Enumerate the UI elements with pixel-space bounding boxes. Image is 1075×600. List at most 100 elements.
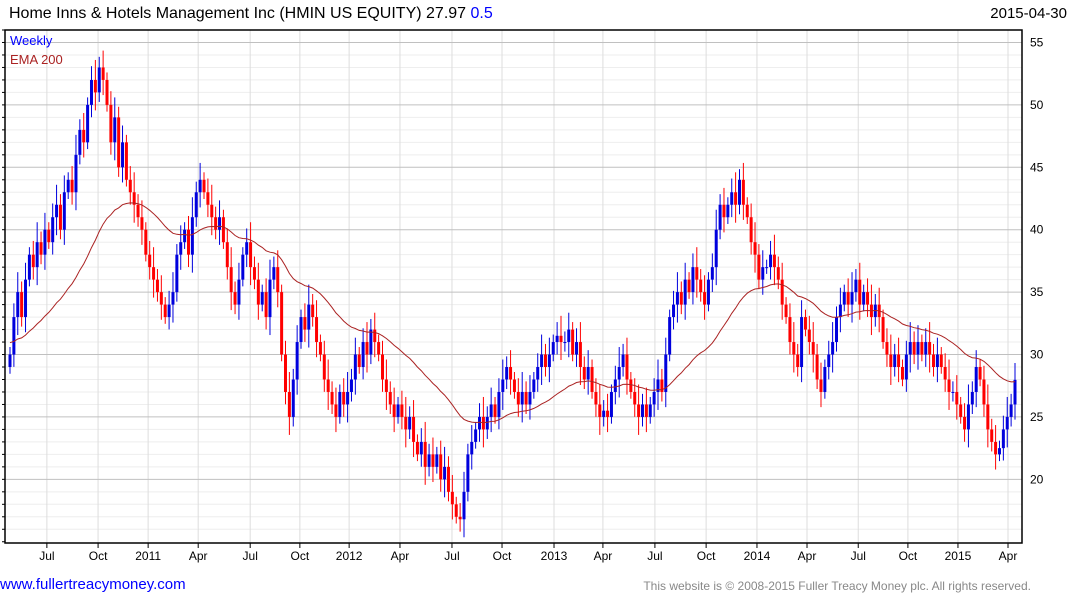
candle-down	[124, 142, 128, 180]
candle-up	[555, 335, 559, 343]
candle-down	[943, 367, 947, 380]
candle-down	[807, 329, 811, 343]
candle-up	[97, 67, 101, 93]
candle-up	[218, 217, 222, 230]
candle-down	[963, 416, 967, 430]
candle-up	[299, 317, 303, 343]
legend-ema: EMA 200	[10, 52, 63, 67]
candle-down	[20, 292, 24, 318]
candle-up	[12, 317, 16, 355]
candle-down	[543, 354, 547, 368]
candle-up	[854, 279, 858, 293]
candle-up	[466, 454, 470, 492]
website-link[interactable]: www.fullertreacymoney.com	[0, 576, 186, 593]
candle-down	[644, 404, 648, 417]
candle-down	[163, 304, 167, 318]
candle-down	[322, 354, 326, 380]
candle-up	[893, 354, 897, 368]
candle-down	[136, 204, 140, 218]
candle-up	[672, 304, 676, 318]
candle-down	[318, 342, 322, 355]
candle-up	[540, 354, 544, 368]
candle-up	[567, 329, 571, 343]
candle-up	[175, 254, 179, 293]
y-tick-label: 55	[1030, 35, 1044, 49]
candle-down	[454, 504, 458, 517]
candle-up	[575, 342, 579, 355]
candle-down	[155, 279, 159, 293]
candle-up	[268, 279, 272, 318]
candle-down	[233, 292, 237, 305]
candle-up	[35, 242, 39, 268]
candle-down	[284, 354, 288, 392]
candle-down	[280, 292, 284, 355]
candle-up	[800, 317, 804, 368]
candle-down	[788, 317, 792, 343]
candle-down	[722, 204, 726, 218]
candle-up	[167, 304, 171, 318]
candle-up	[295, 342, 299, 380]
candle-up	[656, 379, 660, 392]
x-tick-label: Oct	[697, 549, 716, 563]
candle-down	[606, 410, 610, 417]
x-tick-label: Jul	[243, 549, 258, 563]
candle-down	[105, 79, 109, 105]
candle-down	[920, 342, 924, 355]
candle-up	[683, 279, 687, 305]
candle-up	[353, 354, 357, 380]
candle-up	[408, 416, 412, 430]
candle-up	[838, 304, 842, 318]
candle-up	[396, 404, 400, 417]
candle-down	[384, 379, 388, 392]
candle-down	[858, 279, 862, 305]
candle-down	[625, 354, 629, 380]
candle-down	[955, 391, 959, 405]
candle-down	[450, 491, 454, 505]
candle-up	[462, 491, 466, 520]
candle-down	[679, 292, 683, 305]
candle-up	[1009, 404, 1013, 417]
candle-down	[47, 229, 51, 243]
candle-up	[613, 379, 617, 392]
y-tick-label: 25	[1030, 410, 1044, 424]
candle-down	[866, 292, 870, 305]
candle-down	[377, 342, 381, 355]
candle-down	[734, 192, 738, 205]
candle-up	[121, 142, 125, 168]
candle-down	[811, 342, 815, 355]
candle-down	[109, 104, 113, 143]
candle-up	[245, 242, 249, 255]
candle-up	[520, 391, 524, 405]
candle-down	[846, 292, 850, 305]
candle-down	[703, 292, 707, 305]
candle-up	[369, 329, 373, 355]
candle-down	[792, 342, 796, 355]
candle-up	[43, 229, 47, 255]
candle-down	[210, 204, 214, 218]
candle-up	[183, 229, 187, 243]
candle-up	[338, 391, 342, 417]
candle-down	[578, 342, 582, 368]
candle-down	[780, 279, 784, 305]
candle-up	[1005, 416, 1009, 430]
x-tick-label: 2012	[336, 549, 363, 563]
candle-up	[474, 429, 478, 442]
candle-down	[159, 292, 163, 305]
y-tick-label: 30	[1030, 348, 1044, 362]
candle-down	[784, 304, 788, 318]
candle-down	[225, 242, 229, 268]
candle-down	[803, 317, 807, 330]
candle-down	[776, 267, 780, 280]
candle-down	[959, 404, 963, 417]
candle-down	[221, 217, 225, 243]
candle-down	[939, 354, 943, 368]
candle-up	[850, 292, 854, 305]
candle-up	[691, 267, 695, 293]
candle-down	[446, 466, 450, 492]
candle-down	[249, 242, 253, 268]
candle-up	[241, 254, 245, 280]
x-tick-label: 2014	[744, 549, 771, 563]
candle-down	[524, 391, 528, 405]
candle-down	[287, 391, 291, 417]
candle-up	[718, 204, 722, 230]
